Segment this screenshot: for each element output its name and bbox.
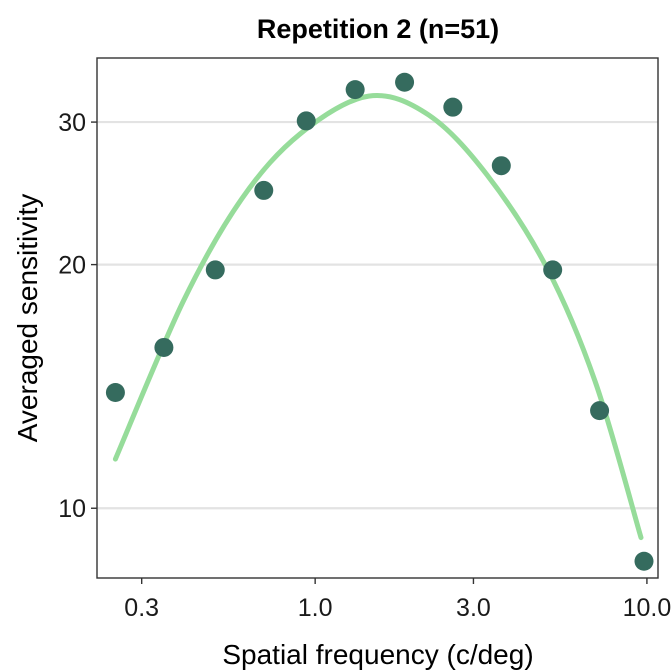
data-point: [634, 551, 654, 571]
x-tick-label: 3.0: [456, 594, 491, 622]
y-axis-title: Averaged sensitivity: [12, 194, 43, 443]
y-tick-label: 20: [58, 252, 86, 280]
data-point: [543, 260, 563, 280]
data-point: [345, 80, 365, 100]
x-tick-label: 10.0: [623, 594, 672, 622]
data-point: [590, 401, 610, 421]
data-point: [154, 337, 174, 357]
x-axis-ticks: 0.3 1.0 3.0 10.0: [124, 578, 671, 622]
fit-curve-layer: [112, 93, 644, 541]
data-points: [105, 72, 654, 571]
chart-title: Repetition 2 (n=51): [257, 14, 499, 44]
data-point: [491, 156, 511, 176]
plot-panel-border: [96, 57, 659, 579]
y-axis-ticks: 10 20 30: [58, 109, 97, 523]
gridlines: [97, 120, 658, 510]
data-point: [205, 260, 225, 280]
data-point: [254, 180, 274, 200]
data-point: [105, 382, 125, 402]
data-point: [296, 111, 316, 131]
data-point: [443, 97, 463, 117]
y-tick-label: 30: [58, 109, 86, 137]
data-point: [395, 72, 415, 92]
x-tick-label: 1.0: [298, 594, 333, 622]
fit-curve: [112, 93, 644, 541]
y-tick-label: 10: [58, 495, 86, 523]
x-axis-title: Spatial frequency (c/deg): [222, 639, 533, 670]
x-tick-label: 0.3: [124, 594, 159, 622]
